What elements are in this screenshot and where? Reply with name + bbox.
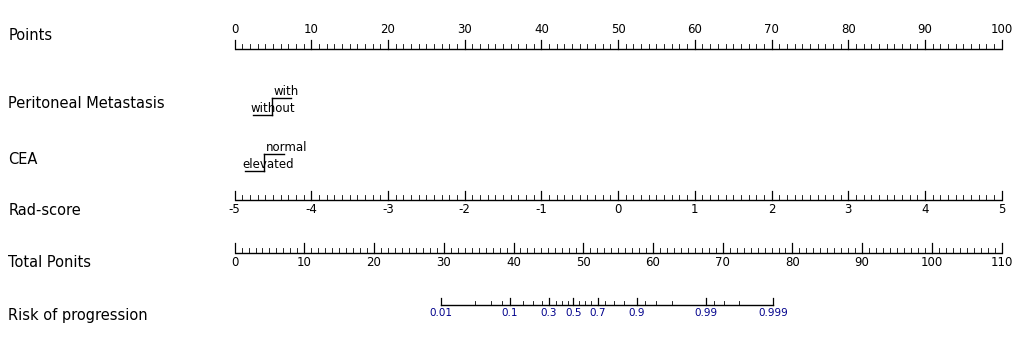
Text: 0.999: 0.999 xyxy=(757,308,788,318)
Text: 10: 10 xyxy=(297,256,312,269)
Text: -1: -1 xyxy=(535,203,547,216)
Text: 50: 50 xyxy=(610,23,625,36)
Text: 100: 100 xyxy=(920,256,943,269)
Text: 80: 80 xyxy=(840,23,855,36)
Text: 4: 4 xyxy=(920,203,927,216)
Text: 70: 70 xyxy=(714,256,730,269)
Text: 40: 40 xyxy=(534,23,548,36)
Text: 60: 60 xyxy=(687,23,701,36)
Text: 0.5: 0.5 xyxy=(565,308,581,318)
Text: 0: 0 xyxy=(230,256,238,269)
Text: elevated: elevated xyxy=(243,158,294,171)
Text: Total Ponits: Total Ponits xyxy=(8,255,91,270)
Text: 40: 40 xyxy=(505,256,521,269)
Text: 80: 80 xyxy=(785,256,799,269)
Text: 10: 10 xyxy=(304,23,318,36)
Text: -2: -2 xyxy=(459,203,470,216)
Text: 90: 90 xyxy=(854,256,869,269)
Text: 0.1: 0.1 xyxy=(501,308,518,318)
Text: 30: 30 xyxy=(436,256,450,269)
Text: 30: 30 xyxy=(457,23,472,36)
Text: 1: 1 xyxy=(691,203,698,216)
Text: 100: 100 xyxy=(989,23,1012,36)
Text: 20: 20 xyxy=(366,256,381,269)
Text: Peritoneal Metastasis: Peritoneal Metastasis xyxy=(8,96,165,111)
Text: 3: 3 xyxy=(844,203,851,216)
Text: Points: Points xyxy=(8,28,52,43)
Text: Risk of progression: Risk of progression xyxy=(8,308,148,323)
Text: CEA: CEA xyxy=(8,152,38,167)
Text: -4: -4 xyxy=(305,203,317,216)
Text: 90: 90 xyxy=(917,23,931,36)
Text: 0.7: 0.7 xyxy=(589,308,605,318)
Text: 110: 110 xyxy=(989,256,1012,269)
Text: normal: normal xyxy=(266,141,308,154)
Text: 0.9: 0.9 xyxy=(628,308,645,318)
Text: 5: 5 xyxy=(997,203,1005,216)
Text: Rad-score: Rad-score xyxy=(8,203,81,218)
Text: 0.99: 0.99 xyxy=(694,308,717,318)
Text: 50: 50 xyxy=(576,256,590,269)
Text: without: without xyxy=(251,102,296,115)
Text: 2: 2 xyxy=(767,203,774,216)
Text: -3: -3 xyxy=(382,203,393,216)
Text: 0.3: 0.3 xyxy=(540,308,556,318)
Text: 20: 20 xyxy=(380,23,395,36)
Text: 0: 0 xyxy=(230,23,238,36)
Text: 70: 70 xyxy=(763,23,779,36)
Text: 60: 60 xyxy=(645,256,659,269)
Text: 0: 0 xyxy=(613,203,622,216)
Text: -5: -5 xyxy=(228,203,240,216)
Text: with: with xyxy=(273,85,299,98)
Text: 0.01: 0.01 xyxy=(429,308,451,318)
